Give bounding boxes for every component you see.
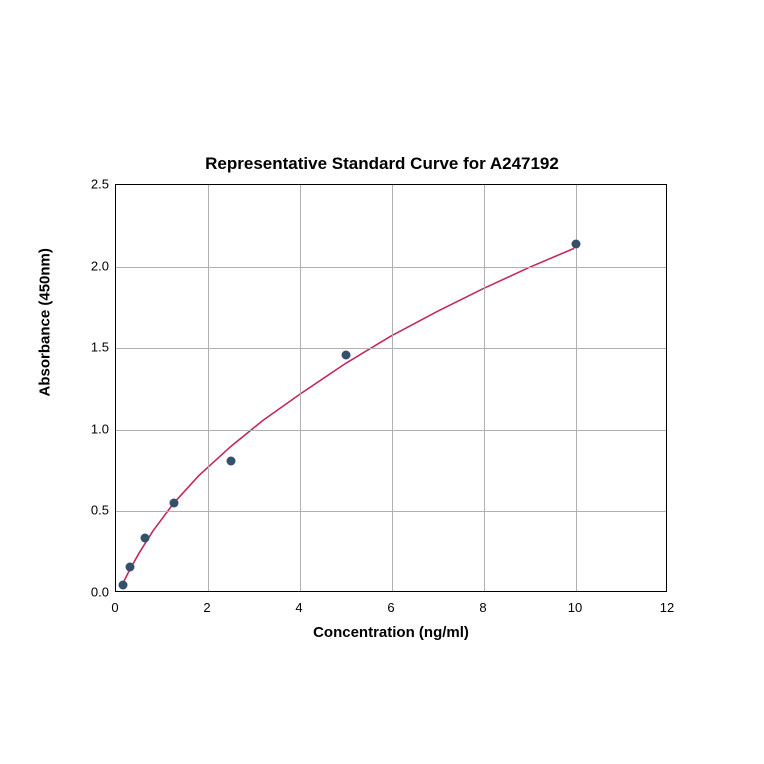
y-tick-label: 0.0 bbox=[79, 585, 109, 600]
grid-line-horizontal bbox=[116, 430, 666, 431]
y-axis-label: Absorbance (450nm) bbox=[37, 377, 54, 397]
x-tick-label: 10 bbox=[568, 600, 582, 615]
x-tick-label: 8 bbox=[479, 600, 486, 615]
fitted-curve bbox=[116, 185, 666, 591]
data-point bbox=[119, 580, 128, 589]
grid-line-horizontal bbox=[116, 348, 666, 349]
y-tick-label: 0.5 bbox=[79, 503, 109, 518]
y-tick-label: 1.5 bbox=[79, 340, 109, 355]
grid-line-horizontal bbox=[116, 267, 666, 268]
curve-path bbox=[123, 248, 574, 582]
data-point bbox=[227, 456, 236, 465]
x-axis-label: Concentration (ng/ml) bbox=[115, 624, 667, 641]
data-point bbox=[126, 562, 135, 571]
chart-title: Representative Standard Curve for A24719… bbox=[0, 154, 764, 174]
data-point bbox=[342, 350, 351, 359]
grid-line-horizontal bbox=[116, 511, 666, 512]
chart-container: Representative Standard Curve for A24719… bbox=[0, 0, 764, 764]
x-tick-label: 4 bbox=[295, 600, 302, 615]
plot-area bbox=[115, 184, 667, 592]
x-tick-label: 0 bbox=[111, 600, 118, 615]
grid-line-vertical bbox=[392, 185, 393, 591]
grid-line-vertical bbox=[484, 185, 485, 591]
data-point bbox=[140, 533, 149, 542]
y-tick-label: 2.0 bbox=[79, 258, 109, 273]
x-tick-label: 12 bbox=[660, 600, 674, 615]
y-tick-label: 1.0 bbox=[79, 421, 109, 436]
x-tick-label: 6 bbox=[387, 600, 394, 615]
grid-line-vertical bbox=[208, 185, 209, 591]
x-tick-label: 2 bbox=[203, 600, 210, 615]
data-point bbox=[169, 499, 178, 508]
data-point bbox=[572, 239, 581, 248]
grid-line-vertical bbox=[300, 185, 301, 591]
y-tick-label: 2.5 bbox=[79, 177, 109, 192]
